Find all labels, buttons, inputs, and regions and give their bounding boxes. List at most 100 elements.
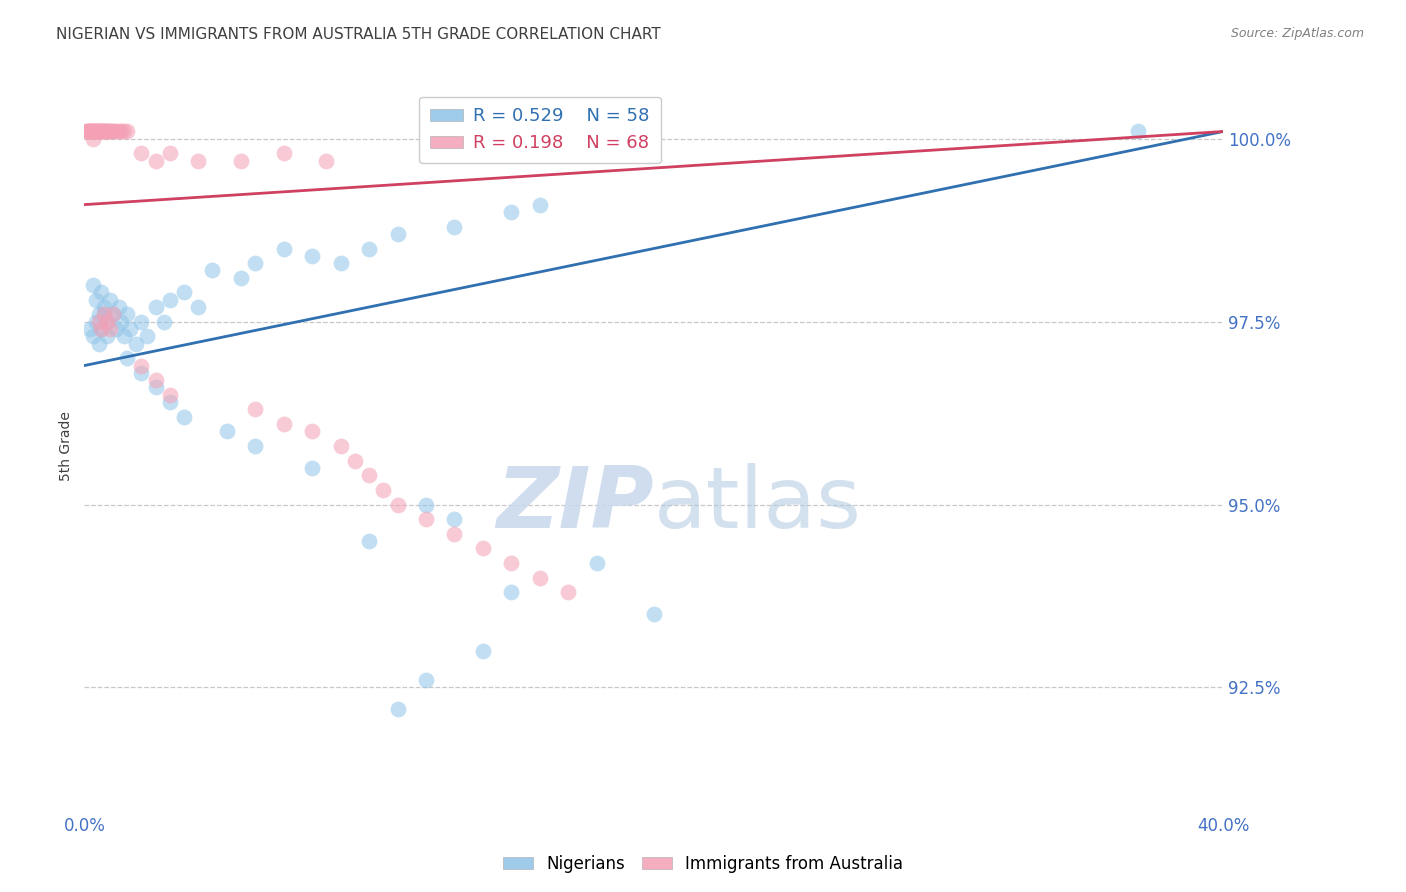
Point	[329, 439, 352, 453]
Point	[87, 315, 110, 329]
Point	[301, 461, 323, 475]
Point	[98, 124, 121, 138]
Point	[301, 249, 323, 263]
Point	[159, 146, 181, 161]
Point	[96, 124, 118, 138]
Point	[245, 439, 267, 453]
Point	[145, 300, 167, 314]
Point	[87, 124, 110, 138]
Point	[472, 541, 495, 556]
Point	[159, 395, 181, 409]
Point	[82, 329, 104, 343]
Point	[136, 329, 159, 343]
Point	[173, 409, 195, 424]
Point	[110, 315, 132, 329]
Point	[501, 556, 523, 570]
Point	[101, 124, 124, 138]
Point	[90, 322, 112, 336]
Point	[107, 124, 129, 138]
Point	[301, 425, 323, 439]
Point	[359, 534, 381, 549]
Point	[145, 153, 167, 168]
Point	[153, 315, 176, 329]
Point	[273, 417, 295, 431]
Point	[145, 380, 167, 394]
Point	[373, 483, 395, 497]
Legend: R = 0.529    N = 58, R = 0.198    N = 68: R = 0.529 N = 58, R = 0.198 N = 68	[419, 96, 661, 163]
Point	[415, 673, 437, 687]
Legend: Nigerians, Immigrants from Australia: Nigerians, Immigrants from Australia	[496, 848, 910, 880]
Point	[215, 425, 238, 439]
Point	[131, 146, 153, 161]
Point	[387, 227, 409, 241]
Point	[315, 153, 337, 168]
Text: NIGERIAN VS IMMIGRANTS FROM AUSTRALIA 5TH GRADE CORRELATION CHART: NIGERIAN VS IMMIGRANTS FROM AUSTRALIA 5T…	[56, 27, 661, 42]
Point	[173, 285, 195, 300]
Point	[101, 307, 124, 321]
Point	[98, 322, 121, 336]
Point	[90, 124, 112, 138]
Point	[84, 124, 107, 138]
Point	[1126, 124, 1149, 138]
Point	[93, 307, 115, 321]
Point	[501, 205, 523, 219]
Point	[273, 242, 295, 256]
Point	[115, 351, 138, 366]
Point	[96, 315, 118, 329]
Point	[82, 124, 104, 138]
Point	[90, 285, 112, 300]
Point	[118, 322, 141, 336]
Point	[79, 124, 101, 138]
Point	[273, 146, 295, 161]
Point	[145, 373, 167, 387]
Point	[93, 300, 115, 314]
Point	[107, 300, 129, 314]
Point	[115, 124, 138, 138]
Point	[82, 124, 104, 138]
Point	[98, 124, 121, 138]
Point	[84, 124, 107, 138]
Point	[131, 359, 153, 373]
Point	[82, 278, 104, 293]
Point	[131, 366, 153, 380]
Point	[90, 322, 112, 336]
Point	[93, 124, 115, 138]
Point	[76, 124, 98, 138]
Point	[84, 124, 107, 138]
Point	[529, 197, 551, 211]
Point	[472, 644, 495, 658]
Point	[245, 256, 267, 270]
Point	[131, 315, 153, 329]
Point	[443, 219, 465, 234]
Point	[329, 256, 352, 270]
Point	[229, 270, 252, 285]
Text: Source: ZipAtlas.com: Source: ZipAtlas.com	[1230, 27, 1364, 40]
Point	[359, 242, 381, 256]
Point	[87, 124, 110, 138]
Point	[76, 124, 98, 138]
Point	[76, 124, 98, 138]
Point	[104, 322, 127, 336]
Point	[387, 498, 409, 512]
Point	[79, 124, 101, 138]
Point	[90, 124, 112, 138]
Point	[101, 307, 124, 321]
Point	[110, 124, 132, 138]
Point	[159, 293, 181, 307]
Point	[115, 307, 138, 321]
Point	[79, 322, 101, 336]
Point	[124, 336, 146, 351]
Point	[643, 607, 665, 622]
Y-axis label: 5th Grade: 5th Grade	[59, 411, 73, 481]
Point	[79, 124, 101, 138]
Point	[93, 124, 115, 138]
Point	[343, 453, 366, 467]
Point	[104, 124, 127, 138]
Text: atlas: atlas	[654, 463, 862, 546]
Text: ZIP: ZIP	[496, 463, 654, 546]
Point	[90, 124, 112, 138]
Point	[82, 124, 104, 138]
Point	[96, 124, 118, 138]
Point	[415, 498, 437, 512]
Point	[529, 571, 551, 585]
